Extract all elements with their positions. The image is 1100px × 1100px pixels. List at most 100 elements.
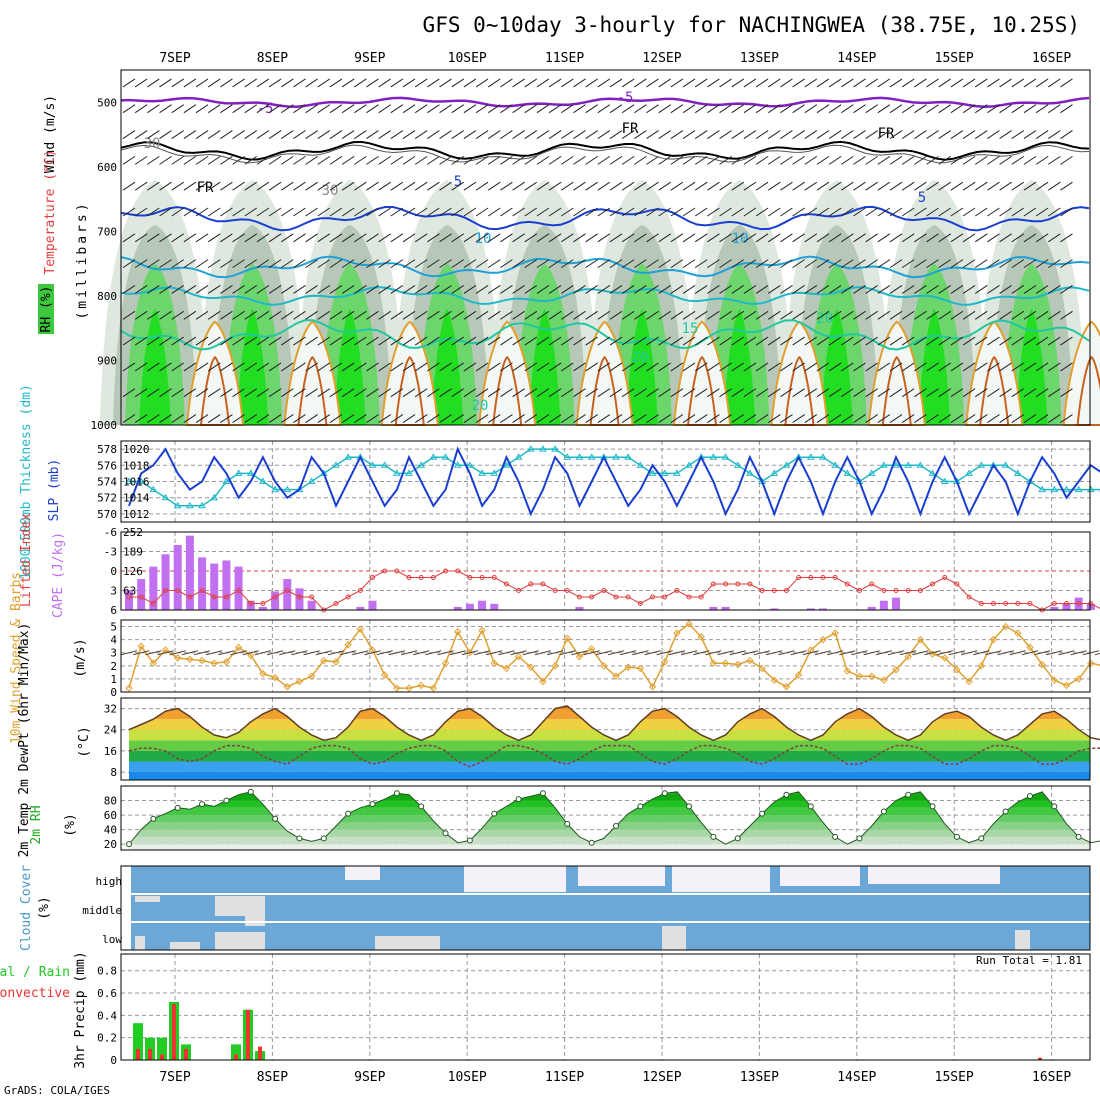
wind-barb <box>914 130 927 139</box>
cloud-low-gap <box>1015 930 1030 950</box>
wind-barb <box>378 414 391 423</box>
wind-barb <box>987 285 1000 294</box>
wind-barb <box>926 388 939 398</box>
wind-barb <box>1023 388 1037 398</box>
li-point <box>564 588 570 593</box>
wind-barb <box>743 181 757 191</box>
wind-barb <box>597 78 611 88</box>
wind-barb <box>159 259 172 269</box>
wind-barb <box>183 155 197 165</box>
wind-barb <box>634 233 647 243</box>
wind-barb <box>256 155 270 165</box>
wind-barb <box>962 388 976 398</box>
wind-barb <box>609 130 623 139</box>
wind-barb <box>439 362 452 372</box>
wind-barb <box>1034 650 1051 656</box>
wind-barb <box>548 336 562 346</box>
wind-barb <box>987 130 1000 139</box>
wind-barb <box>974 414 988 423</box>
wind-barb <box>305 388 318 398</box>
wind-barb <box>1048 310 1061 320</box>
wind-barb <box>999 155 1012 165</box>
wind-barb <box>1048 207 1061 217</box>
wind-barb <box>804 336 818 346</box>
cape-bar <box>307 600 316 610</box>
wind-barb <box>548 130 562 139</box>
wind-barb <box>1060 414 1073 423</box>
wind-barb <box>938 336 952 346</box>
wind-barb <box>147 181 160 191</box>
wind-barb <box>232 310 245 320</box>
wind-barb <box>609 388 623 398</box>
wind10m-labels: 10m Wind Speed & Barbs (m/s) <box>9 572 88 744</box>
cape-bar <box>149 566 158 610</box>
wind-barb <box>402 181 416 191</box>
rh-point <box>856 835 863 842</box>
wind-barb <box>378 310 391 320</box>
wind-barb <box>938 181 952 191</box>
wind-barb <box>719 78 732 88</box>
wind-barb <box>159 155 172 165</box>
wind-barb <box>621 259 635 269</box>
wind-barb <box>280 233 294 243</box>
contour-label: 15 <box>682 321 699 337</box>
wind-barb <box>500 207 513 217</box>
wind-barb <box>804 414 818 423</box>
wind-barb <box>816 104 830 114</box>
temp-tick: 32 <box>104 703 117 716</box>
wind-barb <box>1048 104 1061 114</box>
thickness-point <box>502 461 511 468</box>
wind-barb <box>280 181 294 191</box>
wind-barb <box>548 78 562 88</box>
wind-barb <box>729 650 746 656</box>
wind-barb <box>500 104 513 114</box>
wind-barb <box>1060 336 1073 346</box>
wind-barb <box>256 336 270 346</box>
wind-barb <box>427 259 440 269</box>
cape-tick: 189 <box>123 546 143 559</box>
wind-barb <box>780 310 793 320</box>
wind-barb <box>802 650 819 656</box>
wind-barb <box>634 414 647 423</box>
wind-barb <box>268 336 282 346</box>
cape-bar <box>222 560 231 610</box>
wind-barb <box>220 233 233 243</box>
rh-point <box>807 803 814 810</box>
wind-barb <box>767 362 781 372</box>
wind-barb <box>877 155 891 165</box>
wind-speed-point <box>380 671 389 679</box>
wind-barb <box>500 336 513 346</box>
wind-barb <box>317 336 331 346</box>
wind-barb <box>962 285 976 294</box>
rh-point <box>953 833 960 840</box>
wind-barb <box>122 155 136 165</box>
wind-speed-point <box>855 672 864 680</box>
slp-panel-labels: 1000-500mb Thickness (dm) SLP (mb) <box>19 384 62 580</box>
wind-barb <box>755 130 769 139</box>
wind-barb <box>753 650 771 656</box>
wind-barb <box>451 362 465 372</box>
thickness-point <box>940 477 949 484</box>
panel-frames <box>120 69 1091 1061</box>
wind-barb <box>634 207 647 217</box>
wind-barb <box>950 207 964 217</box>
wind-barb <box>134 336 148 346</box>
wind-barb <box>1046 650 1063 656</box>
panel-frame <box>120 953 1091 1061</box>
wind-barb <box>780 130 793 139</box>
wind-barb <box>719 414 732 423</box>
wind-barb <box>889 285 903 294</box>
wind-barb <box>780 233 793 243</box>
wind-barb <box>646 207 659 217</box>
wind-barb <box>804 310 818 320</box>
rh-point <box>1026 793 1033 800</box>
wind-barb <box>329 155 343 165</box>
wind-barb <box>707 259 720 269</box>
wind-barb <box>159 78 172 88</box>
thickness-point <box>1086 485 1095 493</box>
li-point <box>783 588 789 593</box>
wind-barb <box>682 414 696 423</box>
wind-barb <box>950 78 964 88</box>
wind-barb <box>487 104 501 114</box>
wind-barb <box>1011 181 1025 191</box>
